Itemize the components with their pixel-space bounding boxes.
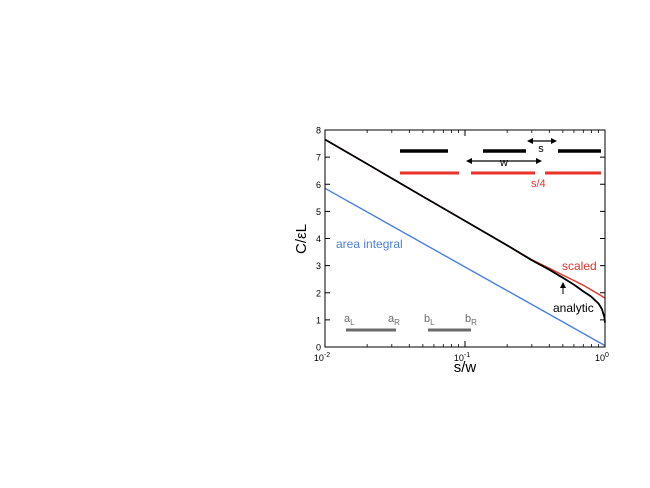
y-tick-label: 4 — [316, 234, 321, 244]
label-s-over-4: s/4 — [531, 178, 546, 190]
x-axis-label: s/w — [454, 359, 477, 376]
x-tick-label: 10-1 — [454, 352, 470, 363]
y-tick-label: 7 — [316, 153, 321, 163]
series-layer — [324, 138, 606, 347]
series-line-area-integral — [324, 187, 606, 347]
y-tick-label: 0 — [316, 343, 321, 353]
y-tick-label: 5 — [316, 207, 321, 217]
label-a-left: aL — [344, 313, 355, 327]
label-s: s — [538, 143, 544, 155]
label-a-right: aR — [388, 313, 400, 327]
dimension-arrow-w — [466, 158, 542, 164]
label-area-integral: area integral — [336, 237, 403, 251]
label-b-left: bL — [424, 313, 435, 327]
analytic-pointer-arrow — [560, 282, 566, 294]
y-axis-label: C/εL — [293, 224, 310, 254]
y-tick-label: 6 — [316, 180, 321, 190]
label-analytic: analytic — [553, 301, 594, 315]
y-tick-label: 1 — [316, 315, 321, 325]
dimension-arrow-s — [527, 138, 557, 144]
x-tick-label: 100 — [595, 352, 609, 363]
y-tick-label: 8 — [316, 126, 321, 136]
y-tick-label: 2 — [316, 288, 321, 298]
y-tick-label: 3 — [316, 261, 321, 271]
series-line-analytic — [324, 138, 606, 323]
plot-frame — [324, 129, 606, 348]
label-scaled: scaled — [562, 259, 597, 273]
x-tick-label: 10-2 — [314, 352, 330, 363]
label-w: w — [499, 157, 508, 169]
label-b-right: bR — [465, 313, 477, 327]
